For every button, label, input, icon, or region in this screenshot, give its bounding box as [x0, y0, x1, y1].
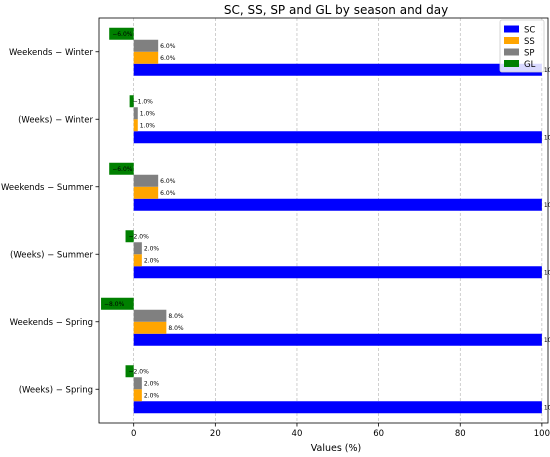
y-tick-label: Weekends − Winter — [9, 48, 93, 58]
bar-sc-weekends-spring — [133, 333, 542, 346]
data-label-gl-weekends-summer: −6.0% — [112, 166, 133, 173]
bars — [101, 27, 542, 414]
legend-swatch-sc — [504, 25, 519, 33]
data-label-gl-weeks-summer: −2.0% — [129, 233, 150, 240]
data-label-ss-weeks-spring: 2.0% — [144, 392, 160, 399]
y-tick-label: (Weeks) − Summer — [10, 250, 93, 260]
bar-sp-weeks-summer — [133, 242, 142, 255]
legend-label-sc: SC — [524, 26, 535, 36]
grid — [133, 18, 543, 423]
bar-gl-weeks-winter — [129, 95, 134, 108]
bar-ss-weeks-summer — [133, 254, 142, 267]
x-axis-label: Values (%) — [311, 443, 362, 454]
bar-ss-weekends-spring — [133, 321, 167, 334]
chart-title: SC, SS, SP and GL by season and day — [224, 3, 448, 17]
x-tick-label: 80 — [455, 429, 466, 439]
legend-frame — [499, 19, 545, 73]
bar-sc-weekends-summer — [133, 198, 542, 211]
x-tick-label: 100 — [534, 429, 550, 439]
data-label-gl-weeks-winter: −1.0% — [133, 98, 154, 105]
data-label-ss-weeks-summer: 2.0% — [144, 257, 160, 264]
data-label-sp-weekends-summer: 6.0% — [160, 178, 176, 185]
x-tick-label: 0 — [131, 429, 136, 439]
bar-gl-weekends-winter — [109, 27, 134, 40]
bar-sp-weekends-winter — [133, 39, 159, 52]
bar-sp-weeks-winter — [133, 107, 138, 120]
bar-gl-weekends-spring — [101, 297, 134, 310]
data-label-sc-weekends-winter: 100.0% — [544, 67, 550, 74]
legend-label-gl: GL — [524, 60, 536, 70]
x-tick-label: 20 — [210, 429, 221, 439]
data-label-gl-weeks-spring: −2.0% — [129, 368, 150, 375]
x-tick-label: 40 — [292, 429, 303, 439]
bar-sc-weekends-winter — [133, 63, 542, 76]
data-label-sc-weeks-winter: 100.0% — [544, 134, 550, 141]
bar-ss-weeks-winter — [133, 119, 138, 132]
bar-ss-weeks-spring — [133, 389, 142, 402]
bar-sp-weekends-summer — [133, 174, 159, 187]
bar-sc-weeks-spring — [133, 401, 542, 414]
legend-swatch-gl — [504, 60, 519, 67]
bar-ss-weekends-summer — [133, 186, 159, 199]
bar-ss-weekends-winter — [133, 51, 159, 64]
y-tick-label: (Weeks) − Spring — [19, 385, 93, 395]
bar-sc-weeks-winter — [133, 131, 542, 144]
bar-sp-weeks-spring — [133, 377, 142, 390]
data-label-sp-weeks-summer: 2.0% — [144, 245, 160, 252]
y-tick-label: (Weeks) − Winter — [18, 115, 93, 125]
x-tick-label: 60 — [373, 429, 384, 439]
y-axis: (Weeks) − Spring Weekends − Spring (Weeks)… — [1, 48, 99, 395]
plot-frame — [98, 17, 549, 424]
legend-label-ss: SS — [524, 37, 535, 47]
data-label-sp-weekends-spring: 8.0% — [168, 313, 184, 320]
bar-sc-weeks-summer — [133, 266, 542, 279]
bar-sp-weekends-spring — [133, 309, 167, 322]
bar-gl-weeks-summer — [125, 230, 134, 243]
bar-gl-weekends-summer — [109, 162, 134, 175]
data-label-sc-weeks-spring: 100.0% — [544, 404, 550, 411]
data-label-sc-weekends-spring: 100.0% — [544, 337, 550, 344]
y-tick-label: Weekends − Summer — [1, 183, 94, 193]
legend-swatch-sp — [504, 48, 519, 56]
legend-swatch-ss — [504, 37, 519, 44]
data-label-sc-weeks-summer: 100.0% — [544, 269, 550, 276]
bar-gl-weeks-spring — [125, 365, 134, 378]
data-label-ss-weeks-winter: 1.0% — [140, 122, 156, 129]
data-label-ss-weekends-winter: 6.0% — [160, 55, 176, 62]
y-tick-label: Weekends − Spring — [10, 318, 93, 328]
data-label-sp-weekends-winter: 6.0% — [160, 43, 176, 50]
data-label-sc-weekends-summer: 100.0% — [544, 202, 550, 209]
data-label-ss-weekends-summer: 6.0% — [160, 190, 176, 197]
data-labels: 100.0% 2.0% 2.0% −2.0% 100.0% 8.0% 8.0% −8.0% 10… — [104, 31, 550, 412]
data-label-sp-weeks-winter: 1.0% — [140, 110, 156, 117]
data-label-gl-weekends-spring: −8.0% — [104, 301, 125, 308]
data-label-ss-weekends-spring: 8.0% — [168, 325, 184, 332]
data-label-sp-weeks-spring: 2.0% — [144, 380, 160, 387]
legend-label-sp: SP — [524, 49, 535, 59]
data-label-gl-weekends-winter: −6.0% — [112, 31, 133, 38]
x-axis: 0 20 40 60 80 100 — [131, 423, 550, 439]
